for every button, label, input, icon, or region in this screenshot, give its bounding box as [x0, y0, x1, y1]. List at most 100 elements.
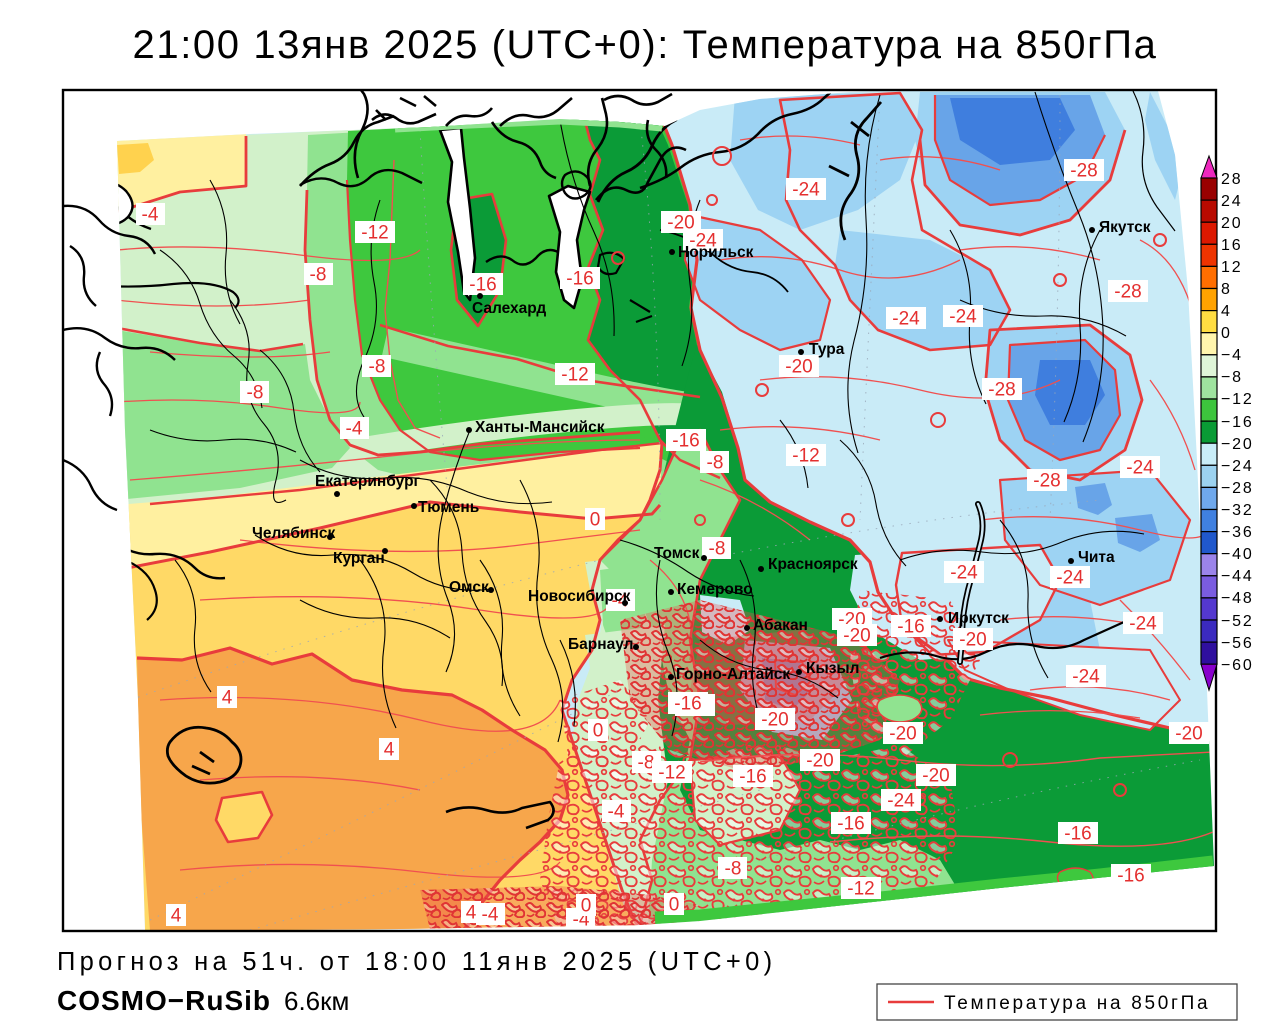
svg-text:-8: -8 — [709, 539, 726, 560]
svg-text:−24: −24 — [1221, 458, 1254, 475]
svg-text:Томск: Томск — [654, 545, 700, 562]
svg-text:-24: -24 — [1072, 667, 1100, 688]
svg-text:21:00 13янв 2025 (UTC+0): Темп: 21:00 13янв 2025 (UTC+0): Температура на… — [133, 23, 1158, 67]
svg-text:Челябинск: Челябинск — [252, 525, 335, 542]
svg-text:COSMO−RuSib: COSMO−RuSib — [57, 985, 271, 1016]
svg-text:-12: -12 — [847, 879, 874, 900]
svg-text:-16: -16 — [837, 814, 864, 835]
svg-text:−4: −4 — [1221, 347, 1243, 364]
svg-text:-28: -28 — [1033, 471, 1060, 492]
svg-text:-20: -20 — [922, 766, 949, 787]
svg-text:0: 0 — [593, 721, 604, 742]
svg-text:-24: -24 — [892, 309, 920, 330]
svg-text:4: 4 — [1221, 303, 1232, 320]
svg-text:-20: -20 — [1175, 724, 1202, 745]
svg-text:-28: -28 — [988, 380, 1015, 401]
svg-text:Чита: Чита — [1078, 549, 1115, 566]
svg-text:-24: -24 — [887, 791, 915, 812]
svg-text:Ханты-Мансийск: Ханты-Мансийск — [475, 419, 605, 436]
svg-text:-16: -16 — [1117, 866, 1144, 887]
svg-text:4: 4 — [171, 906, 182, 927]
svg-text:Курган: Курган — [333, 550, 385, 567]
svg-text:12: 12 — [1221, 259, 1242, 276]
svg-text:4: 4 — [384, 740, 395, 761]
svg-text:Иркутск: Иркутск — [948, 610, 1009, 627]
svg-text:-28: -28 — [1070, 161, 1097, 182]
svg-text:Норильск: Норильск — [678, 244, 754, 261]
svg-text:-24: -24 — [1126, 458, 1154, 479]
svg-text:Салехард: Салехард — [472, 300, 546, 317]
svg-text:-16: -16 — [566, 269, 593, 290]
svg-text:−56: −56 — [1221, 635, 1254, 652]
svg-text:-24: -24 — [1056, 568, 1084, 589]
svg-text:Новосибирск: Новосибирск — [528, 588, 631, 605]
svg-text:-16: -16 — [674, 694, 701, 715]
svg-text:Тюмень: Тюмень — [418, 499, 479, 516]
svg-text:Температура на 850гПа: Температура на 850гПа — [944, 993, 1210, 1014]
svg-text:28: 28 — [1221, 171, 1242, 188]
svg-text:4: 4 — [222, 688, 233, 709]
svg-text:−32: −32 — [1221, 502, 1254, 519]
svg-text:-20: -20 — [889, 724, 916, 745]
svg-text:−12: −12 — [1221, 391, 1254, 408]
svg-text:−36: −36 — [1221, 524, 1254, 541]
svg-text:Екатеринбург: Екатеринбург — [315, 473, 421, 490]
svg-text:16: 16 — [1221, 237, 1242, 254]
svg-text:-16: -16 — [897, 617, 924, 638]
svg-text:24: 24 — [1221, 193, 1242, 210]
svg-text:Красноярск: Красноярск — [768, 556, 858, 573]
svg-text:-8: -8 — [725, 859, 742, 880]
svg-text:-16: -16 — [672, 431, 699, 452]
svg-text:−8: −8 — [1221, 369, 1243, 386]
svg-text:-20: -20 — [761, 710, 788, 731]
svg-text:0: 0 — [581, 896, 592, 917]
svg-text:4: 4 — [466, 903, 477, 924]
svg-text:-4: -4 — [142, 205, 159, 226]
svg-text:-12: -12 — [658, 763, 685, 784]
svg-text:Кызыл: Кызыл — [806, 660, 860, 677]
svg-text:-20: -20 — [785, 357, 812, 378]
svg-text:-4: -4 — [612, 591, 629, 612]
svg-text:-4: -4 — [608, 802, 625, 823]
svg-text:-20: -20 — [843, 626, 870, 647]
svg-text:0: 0 — [590, 510, 601, 531]
svg-text:-24: -24 — [949, 307, 977, 328]
svg-text:-8: -8 — [247, 383, 264, 404]
svg-text:0: 0 — [669, 895, 680, 916]
svg-text:Горно-Алтайск: Горно-Алтайск — [676, 666, 790, 683]
svg-text:20: 20 — [1221, 215, 1242, 232]
svg-text:-4: -4 — [482, 905, 499, 926]
svg-text:Якутск: Якутск — [1099, 219, 1151, 236]
svg-text:-20: -20 — [667, 213, 694, 234]
svg-text:-8: -8 — [369, 357, 386, 378]
svg-text:-28: -28 — [1114, 282, 1141, 303]
svg-text:−20: −20 — [1221, 436, 1254, 453]
svg-text:-8: -8 — [638, 753, 655, 774]
svg-text:Абакан: Абакан — [753, 617, 808, 634]
svg-text:Прогноз на 51ч. от 18:00 11янв: Прогноз на 51ч. от 18:00 11янв 2025 (UTC… — [57, 948, 776, 976]
svg-text:−28: −28 — [1221, 480, 1254, 497]
svg-text:6.6км: 6.6км — [284, 986, 349, 1016]
svg-text:-16: -16 — [739, 767, 766, 788]
svg-text:-24: -24 — [1129, 614, 1157, 635]
svg-text:-24: -24 — [689, 231, 717, 252]
svg-text:Кемерово: Кемерово — [677, 581, 753, 598]
svg-text:-20: -20 — [959, 630, 986, 651]
svg-text:Омск: Омск — [449, 579, 489, 596]
svg-text:8: 8 — [1221, 281, 1232, 298]
svg-text:-12: -12 — [561, 365, 588, 386]
svg-text:-8: -8 — [310, 265, 327, 286]
svg-text:-16: -16 — [469, 275, 496, 296]
svg-text:−60: −60 — [1221, 657, 1254, 674]
svg-text:−48: −48 — [1221, 590, 1254, 607]
svg-text:−44: −44 — [1221, 568, 1254, 585]
svg-text:-12: -12 — [792, 446, 819, 467]
svg-text:-24: -24 — [792, 180, 820, 201]
svg-text:−52: −52 — [1221, 613, 1254, 630]
svg-text:−40: −40 — [1221, 546, 1254, 563]
svg-text:-8: -8 — [707, 453, 724, 474]
svg-text:Барнаул: Барнаул — [568, 636, 633, 653]
svg-text:Тура: Тура — [809, 341, 845, 358]
svg-text:-24: -24 — [950, 563, 978, 584]
svg-text:-12: -12 — [361, 223, 388, 244]
